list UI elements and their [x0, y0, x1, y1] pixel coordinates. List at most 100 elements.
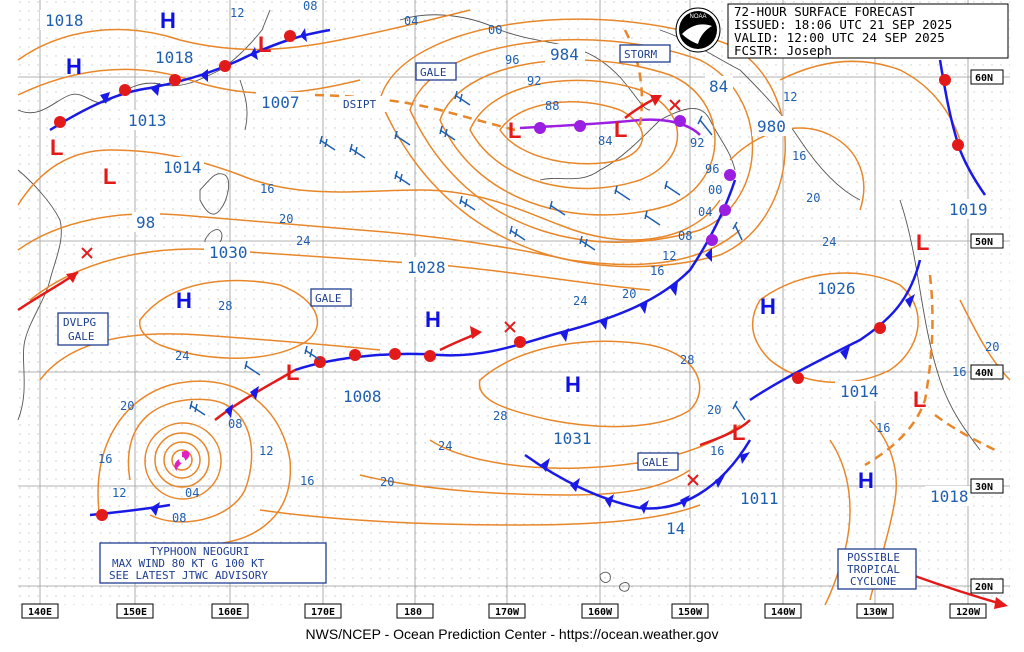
typhoon-max-wind: MAX WIND 80 KT G 100 KT	[112, 557, 265, 570]
isobar-value: 16	[876, 421, 890, 435]
isobar-value: 92	[690, 136, 704, 150]
isobar-labels: 12 08 04 00 96 92 88 84 92 96 00 04 08 1…	[98, 0, 999, 525]
right-axis: 60N 50N 40N 30N 20N	[970, 69, 1004, 594]
warm-front-bump	[514, 336, 526, 348]
fronts	[17, 28, 1008, 609]
x-marker	[81, 247, 93, 259]
lon-label: 130W	[863, 607, 888, 618]
typhoon-advisory: SEE LATEST JTWC ADVISORY	[109, 569, 268, 582]
lon-label: 120W	[956, 607, 981, 618]
pressure-value: 1008	[343, 387, 382, 406]
header-forecaster: FCSTR: Joseph	[734, 43, 832, 58]
x-marker	[669, 99, 681, 111]
isobar-value: 04	[404, 14, 418, 28]
pressure-value: 1011	[740, 489, 779, 508]
x-marker	[504, 321, 516, 333]
lat-tick: 40N	[970, 364, 1004, 380]
isobar-value: 12	[230, 6, 244, 20]
isobar-value: 28	[493, 409, 507, 423]
lon-tick: 160E	[211, 603, 249, 619]
pressure-value: 98	[136, 213, 155, 232]
occluded-bump	[706, 234, 718, 246]
isobar-value: 12	[783, 90, 797, 104]
lon-label: 160E	[218, 607, 242, 618]
isobar-value: 24	[438, 439, 452, 453]
low-pressure-center: L	[916, 230, 929, 255]
pressure-label: 98	[132, 212, 160, 232]
gale-box: GALE	[637, 452, 679, 471]
isobar-value: 16	[260, 182, 274, 196]
cold-front-barbs	[225, 386, 259, 418]
high-pressure-center: H	[160, 8, 176, 33]
isobar-value: 92	[527, 74, 541, 88]
high-pressure-center: H	[176, 288, 192, 313]
isobar-value: 16	[98, 452, 112, 466]
lon-tick: 150E	[116, 603, 154, 619]
pressure-value: 1019	[949, 200, 988, 219]
lon-label: 170E	[311, 607, 335, 618]
lat-tick: 20N	[970, 578, 1004, 594]
gale-box: GALE	[310, 288, 352, 307]
pressure-label: 1013	[123, 110, 169, 130]
lon-tick: 150W	[671, 603, 709, 619]
warm-front-east	[699, 419, 751, 447]
lat-tick: 50N	[970, 233, 1004, 249]
isobar-value: 16	[300, 474, 314, 488]
cold-front-south	[89, 503, 171, 517]
low-pressure-center: L	[103, 164, 116, 189]
warm-front-bump	[389, 348, 401, 360]
pressure-value: 1018	[45, 11, 84, 30]
pressure-value: 980	[757, 117, 786, 136]
high-pressure-center: H	[858, 468, 874, 493]
lon-tick: 120W	[949, 603, 987, 619]
high-pressure-center: H	[425, 307, 441, 332]
isobar-value: 08	[303, 0, 317, 13]
pressure-value: 984	[550, 45, 579, 64]
warm-front-bump	[424, 350, 436, 362]
possible-label: POSSIBLE	[847, 551, 900, 564]
lon-label: 170W	[495, 607, 520, 618]
lon-tick: 160W	[581, 603, 619, 619]
isobar-value: 20	[279, 212, 293, 226]
noaa-logo-text: NOAA	[689, 14, 706, 20]
isobar-value: 20	[380, 475, 394, 489]
isobar-value: 88	[545, 99, 559, 113]
pressure-label: 1014	[835, 381, 881, 401]
low-pressure-center: L	[732, 420, 745, 445]
lon-tick: 170E	[304, 603, 342, 619]
lon-tick: 180	[396, 603, 434, 619]
isobar-value: 24	[175, 349, 189, 363]
isobar-value: 84	[598, 134, 612, 148]
pressure-value: 1031	[553, 429, 592, 448]
trough-east	[864, 274, 934, 467]
lat-label: 40N	[975, 368, 993, 379]
noaa-logo: NOAA	[675, 7, 721, 53]
isobar-value: 12	[259, 444, 273, 458]
warm-front-bump	[54, 116, 66, 128]
front-east	[749, 259, 922, 402]
track-arrow-head	[994, 597, 1008, 609]
isobar-value: 16	[792, 149, 806, 163]
low-pressure-center: L	[508, 118, 521, 143]
lat-tick: 60N	[970, 69, 1004, 85]
warm-front-bump	[169, 74, 181, 86]
isobar-value: 12	[662, 249, 676, 263]
wind-barbs	[189, 90, 746, 421]
x-marker	[687, 474, 699, 486]
warm-front-bump	[284, 30, 296, 42]
warm-front-bump	[874, 322, 886, 334]
trough-east-2	[934, 413, 996, 452]
high-pressure-center: H	[565, 372, 581, 397]
pressure-labels: 1018 1018 1013 1014 98 1030 1007 1028 10…	[40, 10, 990, 538]
low-pressure-center: L	[614, 117, 627, 142]
warm-front-bump	[314, 356, 326, 368]
pressure-label: 1014	[158, 157, 204, 177]
dsipt-label: DSIPT	[343, 98, 376, 111]
lat-label: 30N	[975, 482, 993, 493]
pressure-label: 1026	[812, 278, 858, 298]
trough-north	[623, 29, 644, 126]
lon-label: 180	[404, 607, 422, 618]
pressure-value: 1018	[930, 487, 969, 506]
